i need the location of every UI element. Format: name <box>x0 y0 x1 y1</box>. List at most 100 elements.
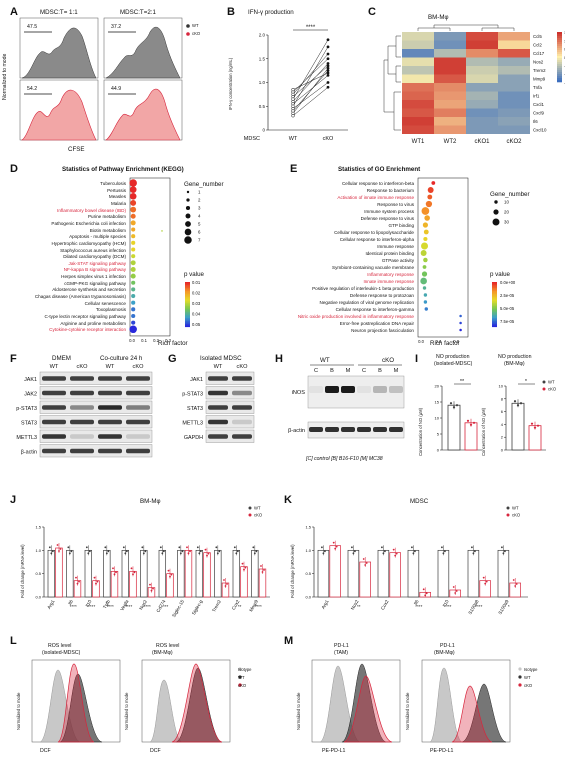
e-p-scale-step <box>492 325 497 328</box>
c-scale-step <box>557 68 562 71</box>
blot-band <box>98 434 122 439</box>
c-scale-step <box>557 46 562 49</box>
e-p-scale-step <box>492 319 497 322</box>
blot-strip <box>205 400 255 414</box>
point <box>125 550 128 553</box>
b-xcat: cKO <box>323 136 334 142</box>
point <box>236 550 239 553</box>
point <box>216 552 219 555</box>
blot-band <box>389 386 403 393</box>
blot-band <box>232 405 252 410</box>
i-title2b: (BM-Mφ) <box>504 361 525 367</box>
i-title2a: NO production <box>498 354 532 360</box>
point <box>179 552 182 555</box>
e-p-scale-step <box>492 324 497 326</box>
blot-band <box>341 427 355 432</box>
d-dot <box>130 260 136 266</box>
gene-label: Arg1 <box>46 599 55 610</box>
c-heatmap-cell <box>434 125 466 134</box>
gene-label: Mmp9 <box>248 599 259 613</box>
e-size-legend-dot <box>492 218 500 226</box>
m-legend-isotype: Isotype <box>524 667 538 672</box>
legend-dot-isotype <box>518 667 522 671</box>
point <box>243 568 245 571</box>
d-size-legend-label: 1 <box>198 190 201 195</box>
d-size-legend-label: 2 <box>198 198 201 203</box>
d-p-scale-step <box>185 322 190 325</box>
b-point-cko <box>326 62 330 65</box>
point <box>75 576 77 579</box>
point <box>474 550 476 553</box>
e-dot <box>420 250 427 256</box>
point <box>224 585 227 587</box>
point <box>354 550 356 553</box>
blot-band <box>126 434 150 439</box>
panel-label-a: A <box>10 6 18 18</box>
term-label: Identical protein binding <box>365 251 414 256</box>
bar-cKO <box>329 545 341 598</box>
bar-WT <box>158 549 167 598</box>
l-title1a: ROS level <box>48 643 72 649</box>
c-heatmap-cell <box>498 66 530 75</box>
sig-label: ** <box>357 604 361 609</box>
point <box>199 550 202 553</box>
gene-label: Siglec-15 <box>171 599 185 618</box>
d-p-legend-label: 0.02 <box>192 291 201 296</box>
legend-dot <box>506 513 510 517</box>
d-p-scale-step <box>185 309 190 311</box>
b-xcat: MDSC <box>244 136 260 142</box>
blot-strip <box>205 386 255 400</box>
term-label: NF-kappa B signaling pathway <box>63 267 126 273</box>
sig-label: **** <box>475 604 482 609</box>
term-label: C-type lectin receptor signaling pathway <box>44 314 126 319</box>
legend-cko: cKO <box>512 513 521 518</box>
point <box>215 546 218 549</box>
blot-band <box>309 386 323 393</box>
legend-dot <box>506 506 510 510</box>
cko-curve <box>171 663 223 743</box>
term-label: Immune response <box>377 244 414 249</box>
m-title1a: PD-L1 <box>334 643 349 649</box>
sig-label: **** <box>107 604 114 609</box>
e-p-scale-step <box>492 289 497 292</box>
term-label: Immune system process <box>364 209 414 214</box>
blot-lane-label: cKO <box>133 364 145 370</box>
a-value-wt2: 37.2 <box>111 24 122 30</box>
b-ytick-label: 1.5 <box>259 56 266 61</box>
point <box>501 546 503 549</box>
d-p-scale-step <box>185 313 190 316</box>
f-group-dmem: DMEM <box>52 355 71 362</box>
c-heatmap-cell <box>434 83 466 92</box>
d-p-scale-step <box>185 310 190 313</box>
point <box>187 552 190 555</box>
point <box>56 544 59 546</box>
i-ytick-label: 0 <box>501 448 504 453</box>
point <box>452 586 455 588</box>
b-point-cko <box>326 52 330 56</box>
m-xlabel2: PE-PD-L1 <box>430 748 454 754</box>
e-p-scale-step <box>492 304 497 307</box>
point <box>441 546 443 549</box>
i-sig: ** <box>460 379 465 385</box>
l-legend-isotype: Isotype <box>238 667 252 672</box>
blot-band <box>126 405 150 410</box>
c-scale-step <box>557 72 562 75</box>
d-p-scale-step <box>185 298 190 301</box>
c-scale-step <box>557 80 562 83</box>
point <box>471 546 473 549</box>
c-heatmap-cell <box>434 108 466 117</box>
b-pair-line <box>292 53 329 95</box>
c-heatmap-cell <box>466 91 498 100</box>
gene-label: Nos2 <box>350 599 360 611</box>
e-p-scale-step <box>492 285 497 287</box>
b-title: IFN-γ production <box>248 9 294 16</box>
d-size-legend-label: 3 <box>198 206 201 211</box>
bar-WT <box>84 549 93 598</box>
point <box>206 554 208 557</box>
blot-band <box>232 390 252 396</box>
k-ylabel: Fold of change (mRNA level) <box>290 544 295 598</box>
gene-label: Siglec-g <box>191 599 204 616</box>
d-dot <box>130 266 136 272</box>
e-dot <box>425 200 433 208</box>
point <box>512 579 515 581</box>
